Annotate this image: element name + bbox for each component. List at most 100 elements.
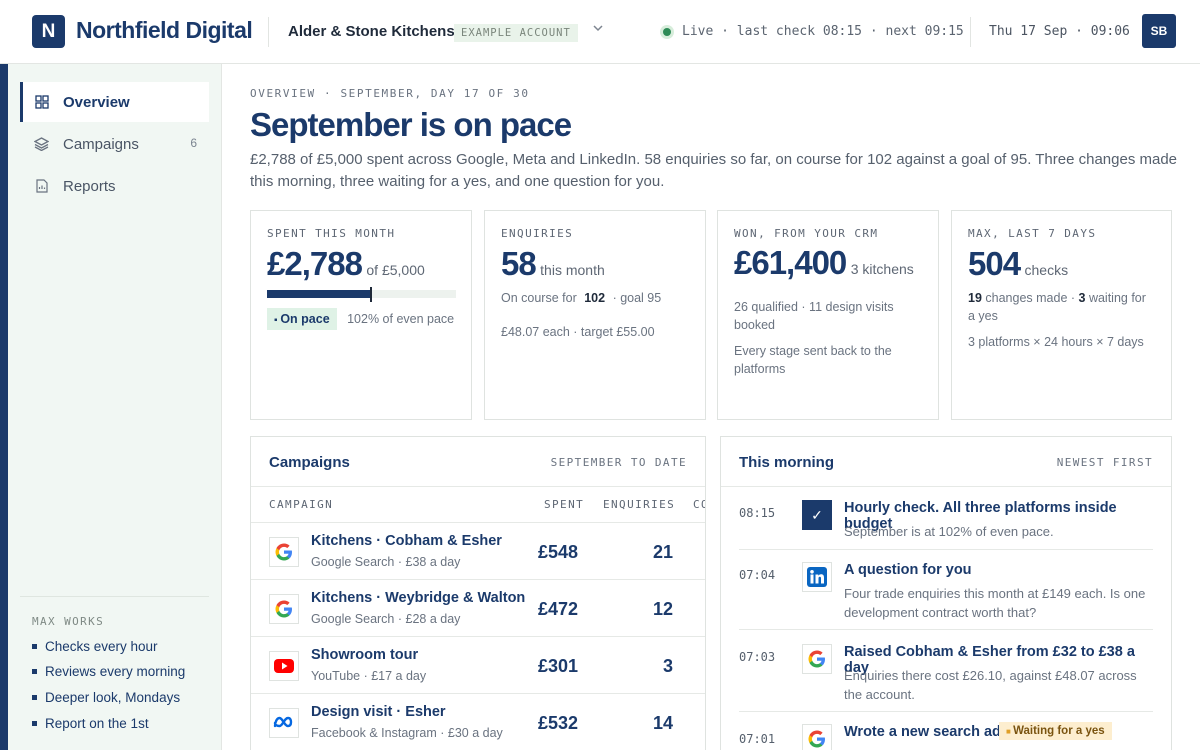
- brand-logo[interactable]: N: [32, 15, 65, 48]
- column-header-spent[interactable]: SPENT: [544, 498, 585, 511]
- top-bar: N Northfield Digital Alder & Stone Kitch…: [0, 0, 1200, 64]
- google-icon: [269, 537, 299, 567]
- activity-title[interactable]: Raised Cobham & Esher from £32 to £38 a …: [844, 644, 1135, 676]
- checks-note: 3 platforms × 24 hours × 7 days: [968, 335, 1144, 349]
- table-row[interactable]: Kitchens · Weybridge & Walton Google Sea…: [251, 580, 705, 637]
- current-datetime: Thu 17 Sep · 09:06: [989, 24, 1130, 39]
- campaign-sub: Facebook & Instagram · £30 a day: [311, 726, 503, 740]
- activity-item[interactable]: 08:15 ✓ Hourly check. All three platform…: [739, 500, 1153, 550]
- activity-time: 07:03: [739, 650, 776, 664]
- panel-meta: NEWEST FIRST: [1056, 456, 1153, 469]
- chevron-down-icon[interactable]: [592, 22, 604, 37]
- panel-title: Campaigns: [269, 454, 350, 471]
- campaign-spent: £532: [538, 713, 579, 733]
- column-header-campaign[interactable]: CAMPAIGN: [269, 498, 334, 511]
- cost-per-enquiry: £48.07 each · target £55.00: [501, 325, 655, 339]
- avatar[interactable]: SB: [1142, 14, 1176, 48]
- activity-body: Four trade enquiries this month at £149 …: [844, 586, 1146, 620]
- enquiries-suffix: this month: [540, 262, 605, 278]
- max-card: MAX, LAST 7 DAYS 504 checks 19 changes m…: [951, 210, 1172, 420]
- waiting-count: 3: [1078, 291, 1086, 305]
- page-eyebrow: OVERVIEW · SEPTEMBER, DAY 17 OF 30: [250, 87, 530, 100]
- campaign-sub: Google Search · £28 a day: [311, 612, 461, 626]
- campaign-name[interactable]: Showroom tour: [311, 647, 419, 663]
- campaign-name[interactable]: Kitchens · Cobham & Esher: [311, 533, 502, 549]
- activity-item[interactable]: 07:01 Wrote a new search ad Waiting for …: [739, 722, 1153, 750]
- max-works-heading: MAX WORKS: [32, 615, 105, 628]
- changes-count: 19: [968, 291, 982, 305]
- table-row[interactable]: Kitchens · Cobham & Esher Google Search …: [251, 523, 705, 580]
- table-row[interactable]: Design visit · Esher Facebook & Instagra…: [251, 694, 705, 750]
- activity-body: September is at 102% of even pace.: [844, 524, 1054, 539]
- won-value: £61,400: [734, 244, 847, 281]
- campaign-enquiries: 21: [652, 542, 673, 562]
- card-label: MAX, LAST 7 DAYS: [968, 227, 1097, 240]
- document-icon: [34, 179, 49, 194]
- pace-marker: [370, 287, 373, 302]
- course-prefix: On course for: [501, 291, 577, 305]
- won-suffix: 3 kitchens: [850, 261, 914, 277]
- divider: [970, 17, 971, 47]
- page-summary: £2,788 of £5,000 spent across Google, Me…: [250, 151, 1178, 190]
- activity-time: 08:15: [739, 506, 776, 520]
- card-label: ENQUIRIES: [501, 227, 574, 240]
- pace-note: 102% of even pace: [347, 312, 455, 326]
- grid-icon: [34, 95, 49, 110]
- brand-name[interactable]: Northfield Digital: [76, 17, 253, 43]
- waiting-text: waiting for a yes: [968, 291, 1146, 323]
- spent-card: SPENT THIS MONTH £2,788 of £5,000 On pac…: [250, 210, 472, 420]
- checks-value: 504: [968, 245, 1021, 282]
- spend-progress-bar: [267, 287, 456, 302]
- campaign-enquiries: 3: [662, 656, 673, 676]
- layers-icon: [34, 137, 49, 152]
- campaign-name[interactable]: Kitchens · Weybridge & Walton: [311, 590, 526, 606]
- campaign-sub: Google Search · £38 a day: [311, 555, 461, 569]
- spend-progress-fill: [267, 290, 373, 298]
- account-badge: EXAMPLE ACCOUNT: [454, 24, 578, 42]
- campaign-spent: £301: [538, 656, 579, 676]
- sidebar: Overview Campaigns 6 Reports MAX WORKS C…: [8, 64, 222, 750]
- live-status: Live · last check 08:15 · next 09:15: [682, 24, 964, 39]
- status-badge: Waiting for a yes: [999, 722, 1112, 740]
- linkedin-icon: [802, 562, 832, 592]
- sidebar-item-overview[interactable]: Overview: [20, 82, 209, 122]
- activity-body: Enquiries there cost £26.10, against £48…: [844, 668, 1137, 702]
- activity-title[interactable]: Wrote a new search ad: [844, 724, 1001, 740]
- enquiries-card: ENQUIRIES 58 this month On course for 10…: [484, 210, 706, 420]
- campaign-name[interactable]: Design visit · Esher: [311, 704, 446, 720]
- table-row[interactable]: Showroom tour YouTube · £17 a day £301 3: [251, 637, 705, 694]
- campaign-enquiries: 14: [652, 713, 673, 733]
- activity-time: 07:01: [739, 732, 776, 746]
- activity-title[interactable]: Hourly check. All three platforms inside…: [844, 500, 1117, 532]
- sidebar-item-label: Overview: [63, 93, 130, 111]
- panel-title: This morning: [739, 454, 834, 471]
- max-works-item: Reviews every morning: [32, 664, 185, 679]
- campaign-sub: YouTube · £17 a day: [311, 669, 427, 683]
- campaign-count: 6: [190, 136, 197, 150]
- activity-item[interactable]: 07:03 Raised Cobham & Esher from £32 to …: [739, 644, 1153, 712]
- column-header-enquiries[interactable]: ENQUIRIES: [603, 498, 676, 511]
- sidebar-item-campaigns[interactable]: Campaigns 6: [20, 124, 209, 164]
- activity-title[interactable]: A question for you: [844, 562, 972, 578]
- campaigns-panel: Campaigns SEPTEMBER TO DATE CAMPAIGN SPE…: [250, 436, 706, 750]
- divider: [251, 522, 705, 523]
- activity-item[interactable]: 07:04 A question for you Four trade enqu…: [739, 562, 1153, 630]
- enquiries-value: 58: [501, 245, 537, 282]
- spent-value: £2,788: [267, 245, 363, 282]
- account-name[interactable]: Alder & Stone Kitchens: [288, 23, 455, 40]
- check-icon: ✓: [802, 500, 832, 530]
- divider: [251, 486, 705, 487]
- sidebar-item-label: Reports: [63, 177, 116, 195]
- column-header-cost[interactable]: CO: [693, 498, 705, 511]
- divider: [268, 17, 269, 47]
- youtube-icon: [269, 651, 299, 681]
- won-card: WON, FROM YOUR CRM £61,400 3 kitchens 26…: [717, 210, 939, 420]
- meta-icon: [269, 708, 299, 738]
- enquiries-goal: · goal 95: [612, 291, 662, 305]
- changes-text: changes made ·: [985, 291, 1076, 305]
- sidebar-item-reports[interactable]: Reports: [20, 166, 209, 206]
- activity-time: 07:04: [739, 568, 776, 582]
- status-badge: On pace: [267, 308, 337, 330]
- live-status-icon: [660, 25, 674, 39]
- checks-suffix: checks: [1024, 262, 1069, 278]
